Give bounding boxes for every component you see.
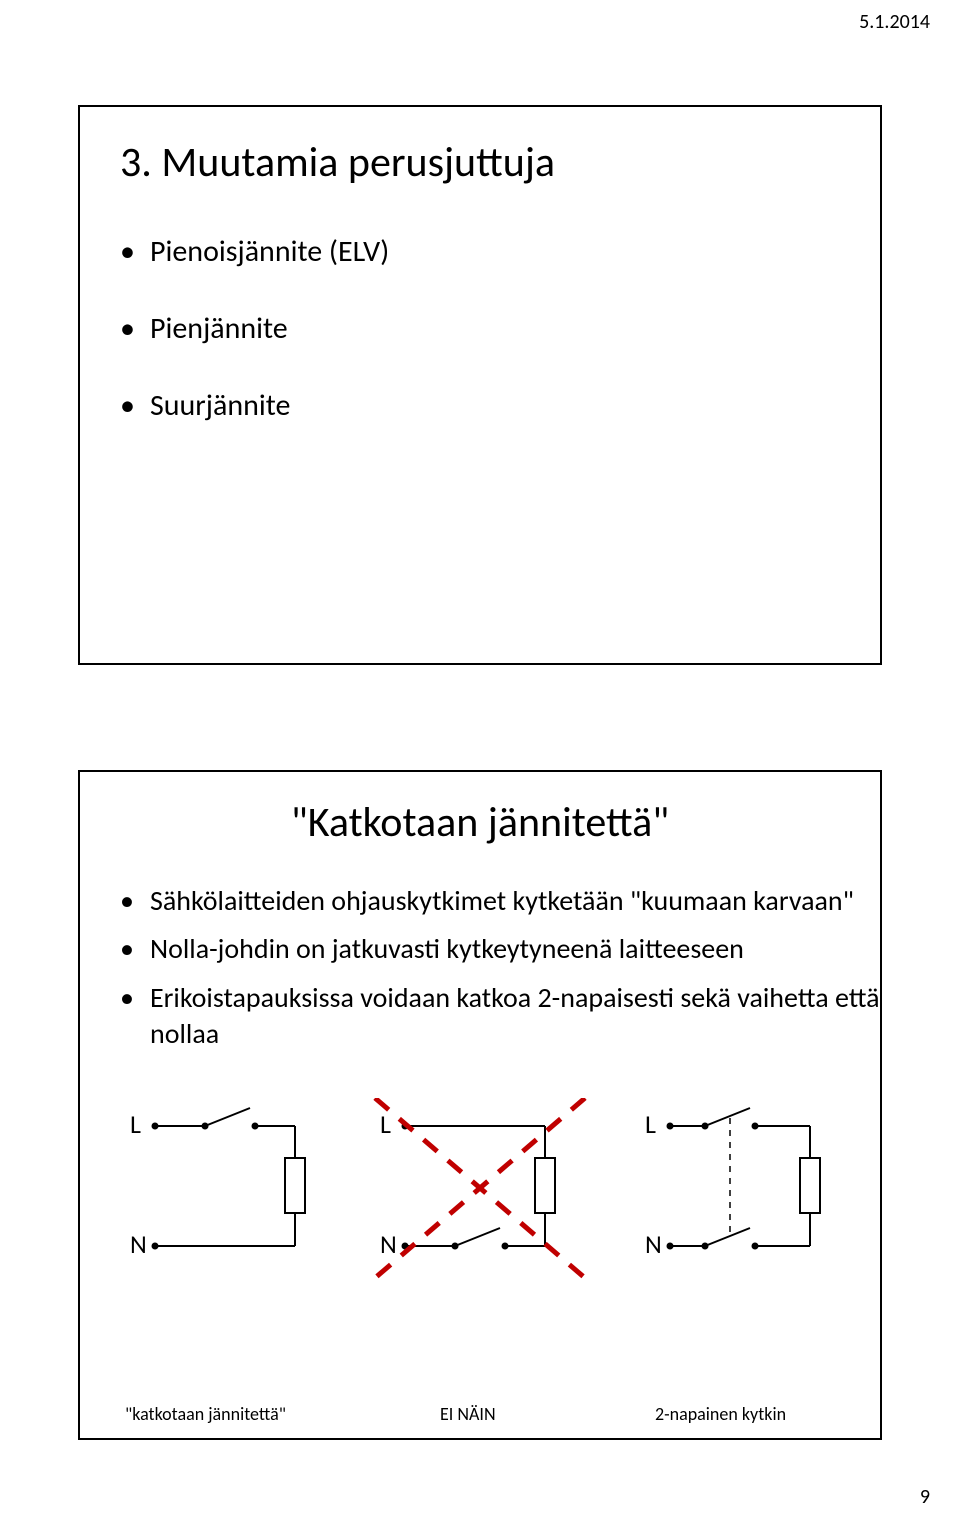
- slide2-bullet: Nolla-johdin on jatkuvasti kytkeytyneenä…: [120, 931, 880, 967]
- page-number: 9: [920, 1485, 930, 1509]
- date-header: 5.1.2014: [859, 10, 930, 34]
- label-L: L: [130, 1108, 141, 1140]
- caption-1: "katkotaan jännitettä": [125, 1403, 286, 1425]
- label-N: N: [380, 1228, 397, 1260]
- label-L: L: [645, 1108, 656, 1140]
- circuit-diagrams: L N L: [80, 1098, 880, 1328]
- slide2-bullet: Sähkölaitteiden ohjauskytkimet kytketään…: [120, 883, 880, 919]
- label-N: N: [130, 1228, 147, 1260]
- slide2-bullet-list: Sähkölaitteiden ohjauskytkimet kytketään…: [120, 883, 880, 1053]
- slide1-bullet-list: Pienoisjännite (ELV) Pienjännite Suurjän…: [120, 233, 880, 424]
- slide2-bullet: Erikoistapauksissa voidaan katkoa 2-napa…: [120, 980, 880, 1053]
- slide1-bullet: Pienoisjännite (ELV): [120, 233, 880, 270]
- circuit-diagram-2: L N: [370, 1098, 600, 1298]
- label-N: N: [645, 1228, 662, 1260]
- circuit-diagram-1: L N: [120, 1098, 330, 1298]
- label-L: L: [380, 1108, 391, 1140]
- slide-1: 3. Muutamia perusjuttuja Pienoisjännite …: [78, 105, 882, 665]
- slide1-title: 3. Muutamia perusjuttuja: [120, 137, 880, 188]
- circuit-diagram-3: L N: [635, 1098, 855, 1298]
- caption-2: EI NÄIN: [440, 1403, 496, 1425]
- slide1-bullet: Suurjännite: [120, 387, 880, 424]
- slide-2: "Katkotaan jännitettä" Sähkölaitteiden o…: [78, 770, 882, 1440]
- caption-3: 2-napainen kytkin: [655, 1403, 786, 1425]
- slide2-title: "Katkotaan jännitettä": [80, 797, 880, 848]
- slide1-bullet: Pienjännite: [120, 310, 880, 347]
